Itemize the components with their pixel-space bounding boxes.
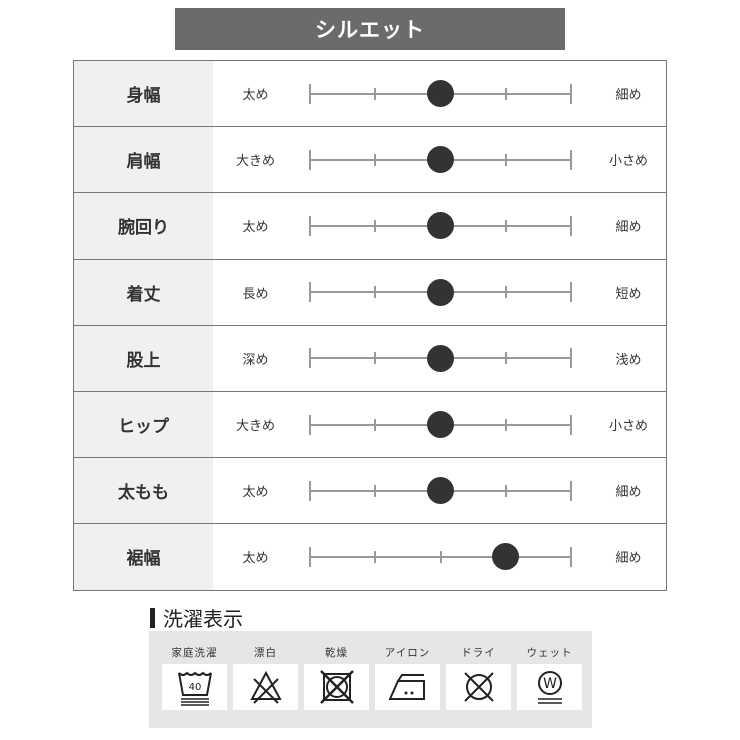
scale-tick xyxy=(504,352,507,365)
scale-marker xyxy=(427,146,454,174)
right-scale-label: 細め xyxy=(615,551,642,567)
scale-tick xyxy=(504,484,507,497)
care-item: アイロン xyxy=(375,631,440,710)
no-dry-clean-icon xyxy=(446,664,511,710)
care-label: ウェット xyxy=(526,647,573,659)
table-row: ヒップ 大きめ 小さめ xyxy=(74,391,666,459)
scale-marker xyxy=(427,477,454,505)
table-row: 股上 深め 浅め xyxy=(74,325,666,392)
scale-marker xyxy=(427,344,454,372)
right-scale-label: 小さめ xyxy=(608,154,648,170)
table-row: 裾幅 太め 細め xyxy=(74,524,666,591)
scale-tick xyxy=(570,83,572,104)
right-scale-label: 細め xyxy=(615,220,642,236)
scale-tick xyxy=(570,215,572,236)
wash-title: 洗濯表示 xyxy=(163,607,243,631)
scale-tick xyxy=(309,480,311,501)
scale-tick xyxy=(374,418,377,431)
care-item: 乾燥 xyxy=(304,631,369,710)
scale-tick xyxy=(504,153,507,166)
wash-tub-40-icon: 40 xyxy=(162,664,227,710)
wash-heading: 洗濯表示 xyxy=(150,603,243,632)
table-row: 太もも 太め 細め xyxy=(74,458,666,525)
scale-marker xyxy=(427,278,454,306)
scale-tick xyxy=(309,414,311,435)
scale-tick xyxy=(309,348,311,369)
scale-tick xyxy=(374,352,377,365)
care-label: 乾燥 xyxy=(325,647,348,659)
scale-tick xyxy=(309,83,311,104)
scale-marker xyxy=(427,80,454,108)
row-label: 裾幅 xyxy=(74,524,213,590)
scale-tick xyxy=(309,215,311,236)
left-scale-label: 大きめ xyxy=(235,419,275,435)
table-row: 腕回り 太め 細め xyxy=(74,193,666,260)
left-scale-label: 太め xyxy=(242,220,269,236)
row-label: 着丈 xyxy=(74,259,213,325)
row-label: 身幅 xyxy=(74,61,213,127)
row-label: 太もも xyxy=(74,458,213,524)
row-label: 肩幅 xyxy=(74,127,213,193)
care-item: 漂白 xyxy=(233,631,298,710)
no-tumble-dry-icon xyxy=(304,664,369,710)
wet-letter: W xyxy=(543,676,557,692)
left-scale-label: 太め xyxy=(242,485,269,501)
scale-marker xyxy=(492,543,520,571)
right-scale-label: 短め xyxy=(615,286,642,302)
scale-tick xyxy=(570,282,572,303)
section-title: シルエット xyxy=(175,8,565,50)
right-scale-label: 細め xyxy=(615,88,642,104)
care-label-panel: 家庭洗濯 40 漂白 乾燥 アイロン ドライ ウェット W xyxy=(149,631,592,728)
scale-tick xyxy=(309,282,311,303)
scale-tick xyxy=(570,546,572,567)
left-scale-label: 深め xyxy=(242,352,269,368)
scale-marker xyxy=(427,212,454,240)
silhouette-table: 身幅 太め 細め 肩幅 大きめ 小さめ 腕回り 太め 細め 着丈 長め 短め 股上 深め… xyxy=(73,60,667,591)
heading-bar xyxy=(150,607,155,628)
care-label: 家庭洗濯 xyxy=(171,647,218,659)
row-label: 腕回り xyxy=(74,193,213,259)
care-item: 家庭洗濯 40 xyxy=(162,631,227,710)
scale-tick xyxy=(570,348,572,369)
iron-medium-icon xyxy=(375,664,440,710)
table-row: 身幅 太め 細め xyxy=(74,61,666,128)
left-scale-label: 太め xyxy=(242,88,269,104)
row-label: 股上 xyxy=(74,325,213,391)
scale-tick xyxy=(570,480,572,501)
care-label: アイロン xyxy=(384,647,431,659)
care-label: ドライ xyxy=(461,647,496,659)
care-label: 漂白 xyxy=(254,647,277,659)
scale-tick xyxy=(374,286,377,299)
scale-tick xyxy=(504,418,507,431)
table-row: 着丈 長め 短め xyxy=(74,259,666,326)
no-bleach-icon xyxy=(233,664,298,710)
right-scale-label: 浅め xyxy=(615,352,642,368)
scale-tick xyxy=(570,149,572,170)
scale-tick xyxy=(309,546,311,567)
scale-tick xyxy=(504,219,507,232)
scale-tick xyxy=(374,219,377,232)
scale-tick xyxy=(374,153,377,166)
scale-tick xyxy=(374,87,377,100)
scale-tick xyxy=(374,550,377,563)
scale-tick xyxy=(570,414,572,435)
left-scale-label: 大きめ xyxy=(235,154,275,170)
scale-tick xyxy=(439,550,442,563)
row-label: ヒップ xyxy=(74,391,213,458)
scale-tick xyxy=(504,87,507,100)
wash-temp: 40 xyxy=(188,682,201,693)
scale-marker xyxy=(427,411,454,439)
care-item: ドライ xyxy=(446,631,511,710)
table-row: 肩幅 大きめ 小さめ xyxy=(74,127,666,194)
scale-tick xyxy=(374,484,377,497)
left-scale-label: 太め xyxy=(242,551,269,567)
scale-tick xyxy=(309,149,311,170)
scale-tick xyxy=(504,286,507,299)
left-scale-label: 長め xyxy=(242,286,269,302)
right-scale-label: 小さめ xyxy=(608,419,648,435)
right-scale-label: 細め xyxy=(615,485,642,501)
care-item: ウェット W xyxy=(517,631,582,710)
wet-clean-gentle-icon: W xyxy=(517,664,582,710)
